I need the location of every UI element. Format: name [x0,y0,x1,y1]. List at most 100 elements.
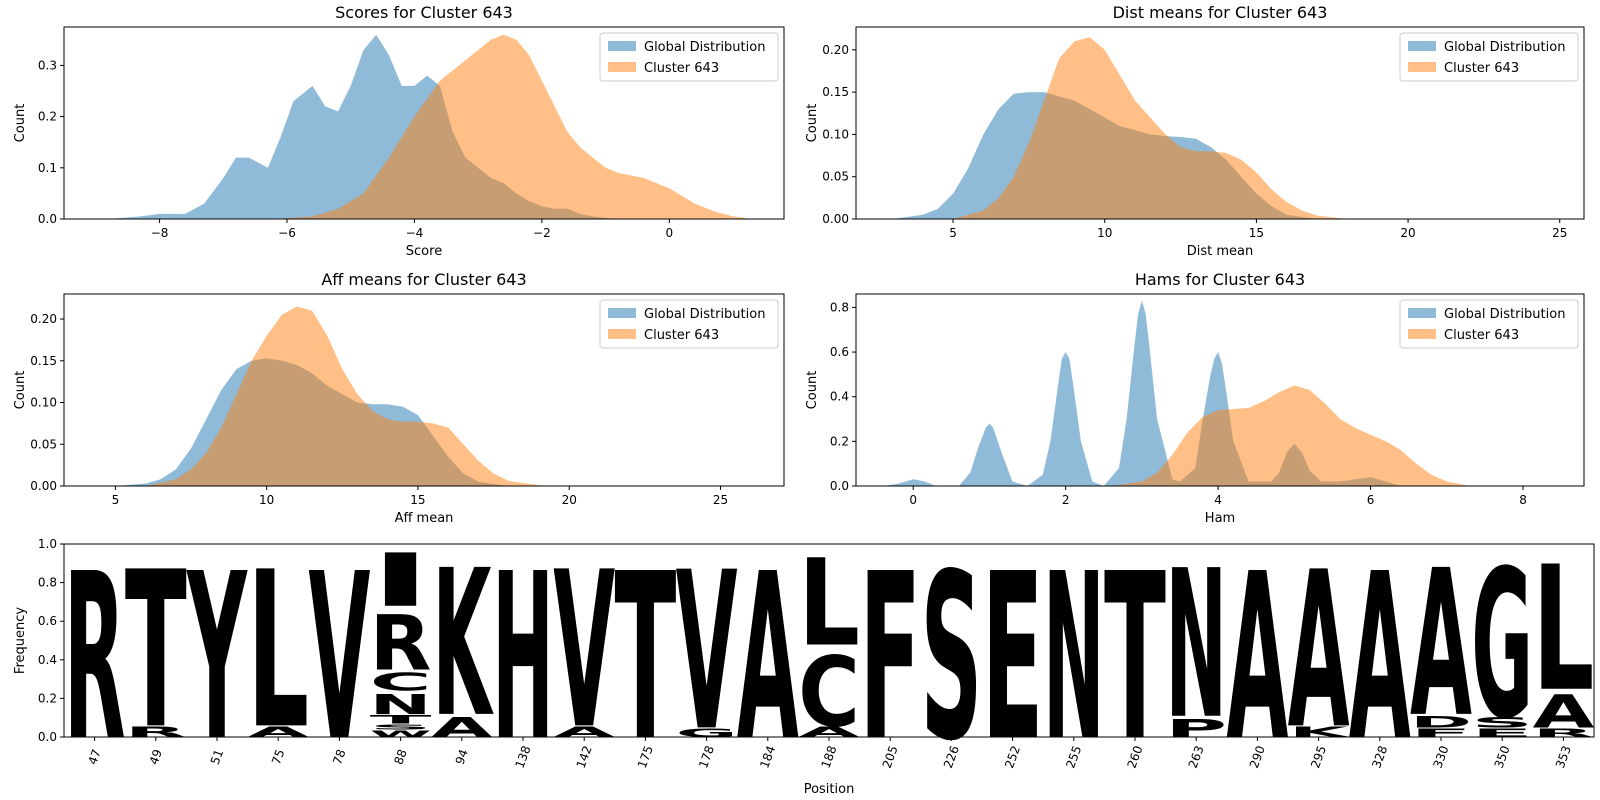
legend-box [1399,299,1579,349]
kde-area-cluster [953,37,1348,219]
logo-column-142: AV [553,527,616,778]
logo-column-184: A [737,526,799,792]
y-tick-label: 0.20 [30,312,57,326]
y-tick-label: 0.00 [822,212,849,226]
logo-letter-l: L [247,527,309,777]
logo-letter-n: N [370,689,432,721]
legend-swatch [1408,41,1436,51]
logo-letter-h: H [492,526,554,792]
logo-letter-t: T [370,713,432,726]
x-axis-label: Dist mean [1187,244,1254,259]
legend-entry: Global Distribution [1444,307,1565,322]
x-tick-label: 47 [85,747,103,766]
logo-letter-c: C [370,667,432,697]
kde-area-cluster [1111,385,1470,486]
kde-area-global [108,34,619,220]
y-tick-label: 0.4 [830,390,849,404]
x-tick-label: −4 [406,226,424,240]
x-tick-label: −6 [278,226,296,240]
legend-entry: Global Distribution [644,40,765,55]
x-tick-label: 6 [1367,493,1375,507]
logo-letter-a: A [1410,528,1472,762]
chart-title: Dist means for Cluster 643 [1113,3,1328,22]
legend: Global Distribution Cluster 643 [599,299,779,349]
y-axis-label: Count [13,371,28,410]
x-tick-label: 5 [949,226,957,240]
logo-letter-l: L [798,534,860,673]
x-tick-label: 49 [147,747,165,766]
x-tick-label: 10 [259,493,274,507]
logo-letter-t: T [125,526,187,776]
legend-box [599,32,779,82]
logo-letter-g: G [676,726,738,739]
plot-frame [63,293,785,487]
x-tick-label: 78 [330,747,348,766]
y-tick-label: 0.3 [38,58,57,72]
logo-letter-v: V [553,527,615,778]
x-tick-label: 2 [1062,493,1070,507]
legend: Global Distribution Cluster 643 [599,32,779,82]
logo-letter-n: N [1165,528,1227,765]
kde-panel-2: 5 10 15 20 25 0.00 0.05 0.10 0.15 0.20 Dist means … [805,3,1585,259]
y-tick-label: 0.8 [830,300,849,314]
y-tick-label: 0.0 [38,730,57,744]
legend-box [1399,32,1579,82]
x-tick-label: 25 [1552,226,1567,240]
y-axis-label: Count [805,104,820,143]
logo-letter-a: A [1532,686,1595,739]
logo-letter-f: F [859,525,921,792]
logo-letter-y: Y [186,524,248,791]
logo-letter-c: C [798,637,860,749]
legend-swatch [608,308,636,318]
logo-column-290: A [1226,526,1288,792]
y-tick-label: 0.0 [830,479,849,493]
legend-entry: Cluster 643 [644,328,719,343]
x-tick-label: 51 [208,747,226,766]
logo-column-328: A [1349,526,1411,792]
legend-swatch [608,62,636,72]
legend-swatch [608,329,636,339]
kde-area-global [882,300,1401,486]
x-tick-label: 88 [391,747,409,766]
logo-column-252: E [982,525,1044,792]
x-axis-label: Aff mean [395,511,454,526]
x-tick-label: 353 [1553,744,1574,770]
legend-entry: Cluster 643 [1444,328,1519,343]
legend-swatch [1408,329,1436,339]
kde-panel-1: −8 −6 −4 −2 0 0.0 0.1 0.2 0.3 Scores for Cluster … [13,3,785,259]
logo-letter-v: V [308,526,370,792]
logo-letter-e: E [982,525,1044,792]
logo-letter-r: R [1532,726,1594,739]
legend-entry: Global Distribution [644,307,765,322]
logo-letter-t: T [614,525,676,792]
logo-column-138: H [492,526,554,792]
plot-frame [63,543,1595,738]
logo-letter-s: S [370,723,432,731]
logo-column-353: RAL [1532,529,1595,740]
x-tick-label: 15 [410,493,425,507]
logo-letter-a: A [247,724,310,740]
logo-column-330: FDA [1410,528,1472,762]
logo-column-260: T [1104,525,1166,792]
y-tick-label: 0.15 [30,354,57,368]
logo-letter-k: K [1289,724,1352,740]
logo-column-47: R [64,526,126,792]
y-tick-label: 0.6 [38,614,57,628]
legend-box [599,299,779,349]
logo-column-78: V [308,526,370,792]
kde-area-cluster [274,34,753,220]
logo-letter-d: D [1410,712,1472,731]
x-axis-label: Ham [1205,511,1235,526]
logo-column-188: ACL [798,534,861,749]
logo-letter-a: A [1226,526,1288,792]
logo-column-263: PN [1165,528,1227,765]
chart-title: Hams for Cluster 643 [1135,270,1305,289]
y-tick-label: 0.2 [38,110,57,124]
logo-letter-a: A [1288,527,1350,778]
logo-column-178: GV [676,526,738,780]
x-tick-label: 0 [665,226,673,240]
logo-letter-g: G [1471,527,1533,764]
chart-title: Aff means for Cluster 643 [321,270,526,289]
